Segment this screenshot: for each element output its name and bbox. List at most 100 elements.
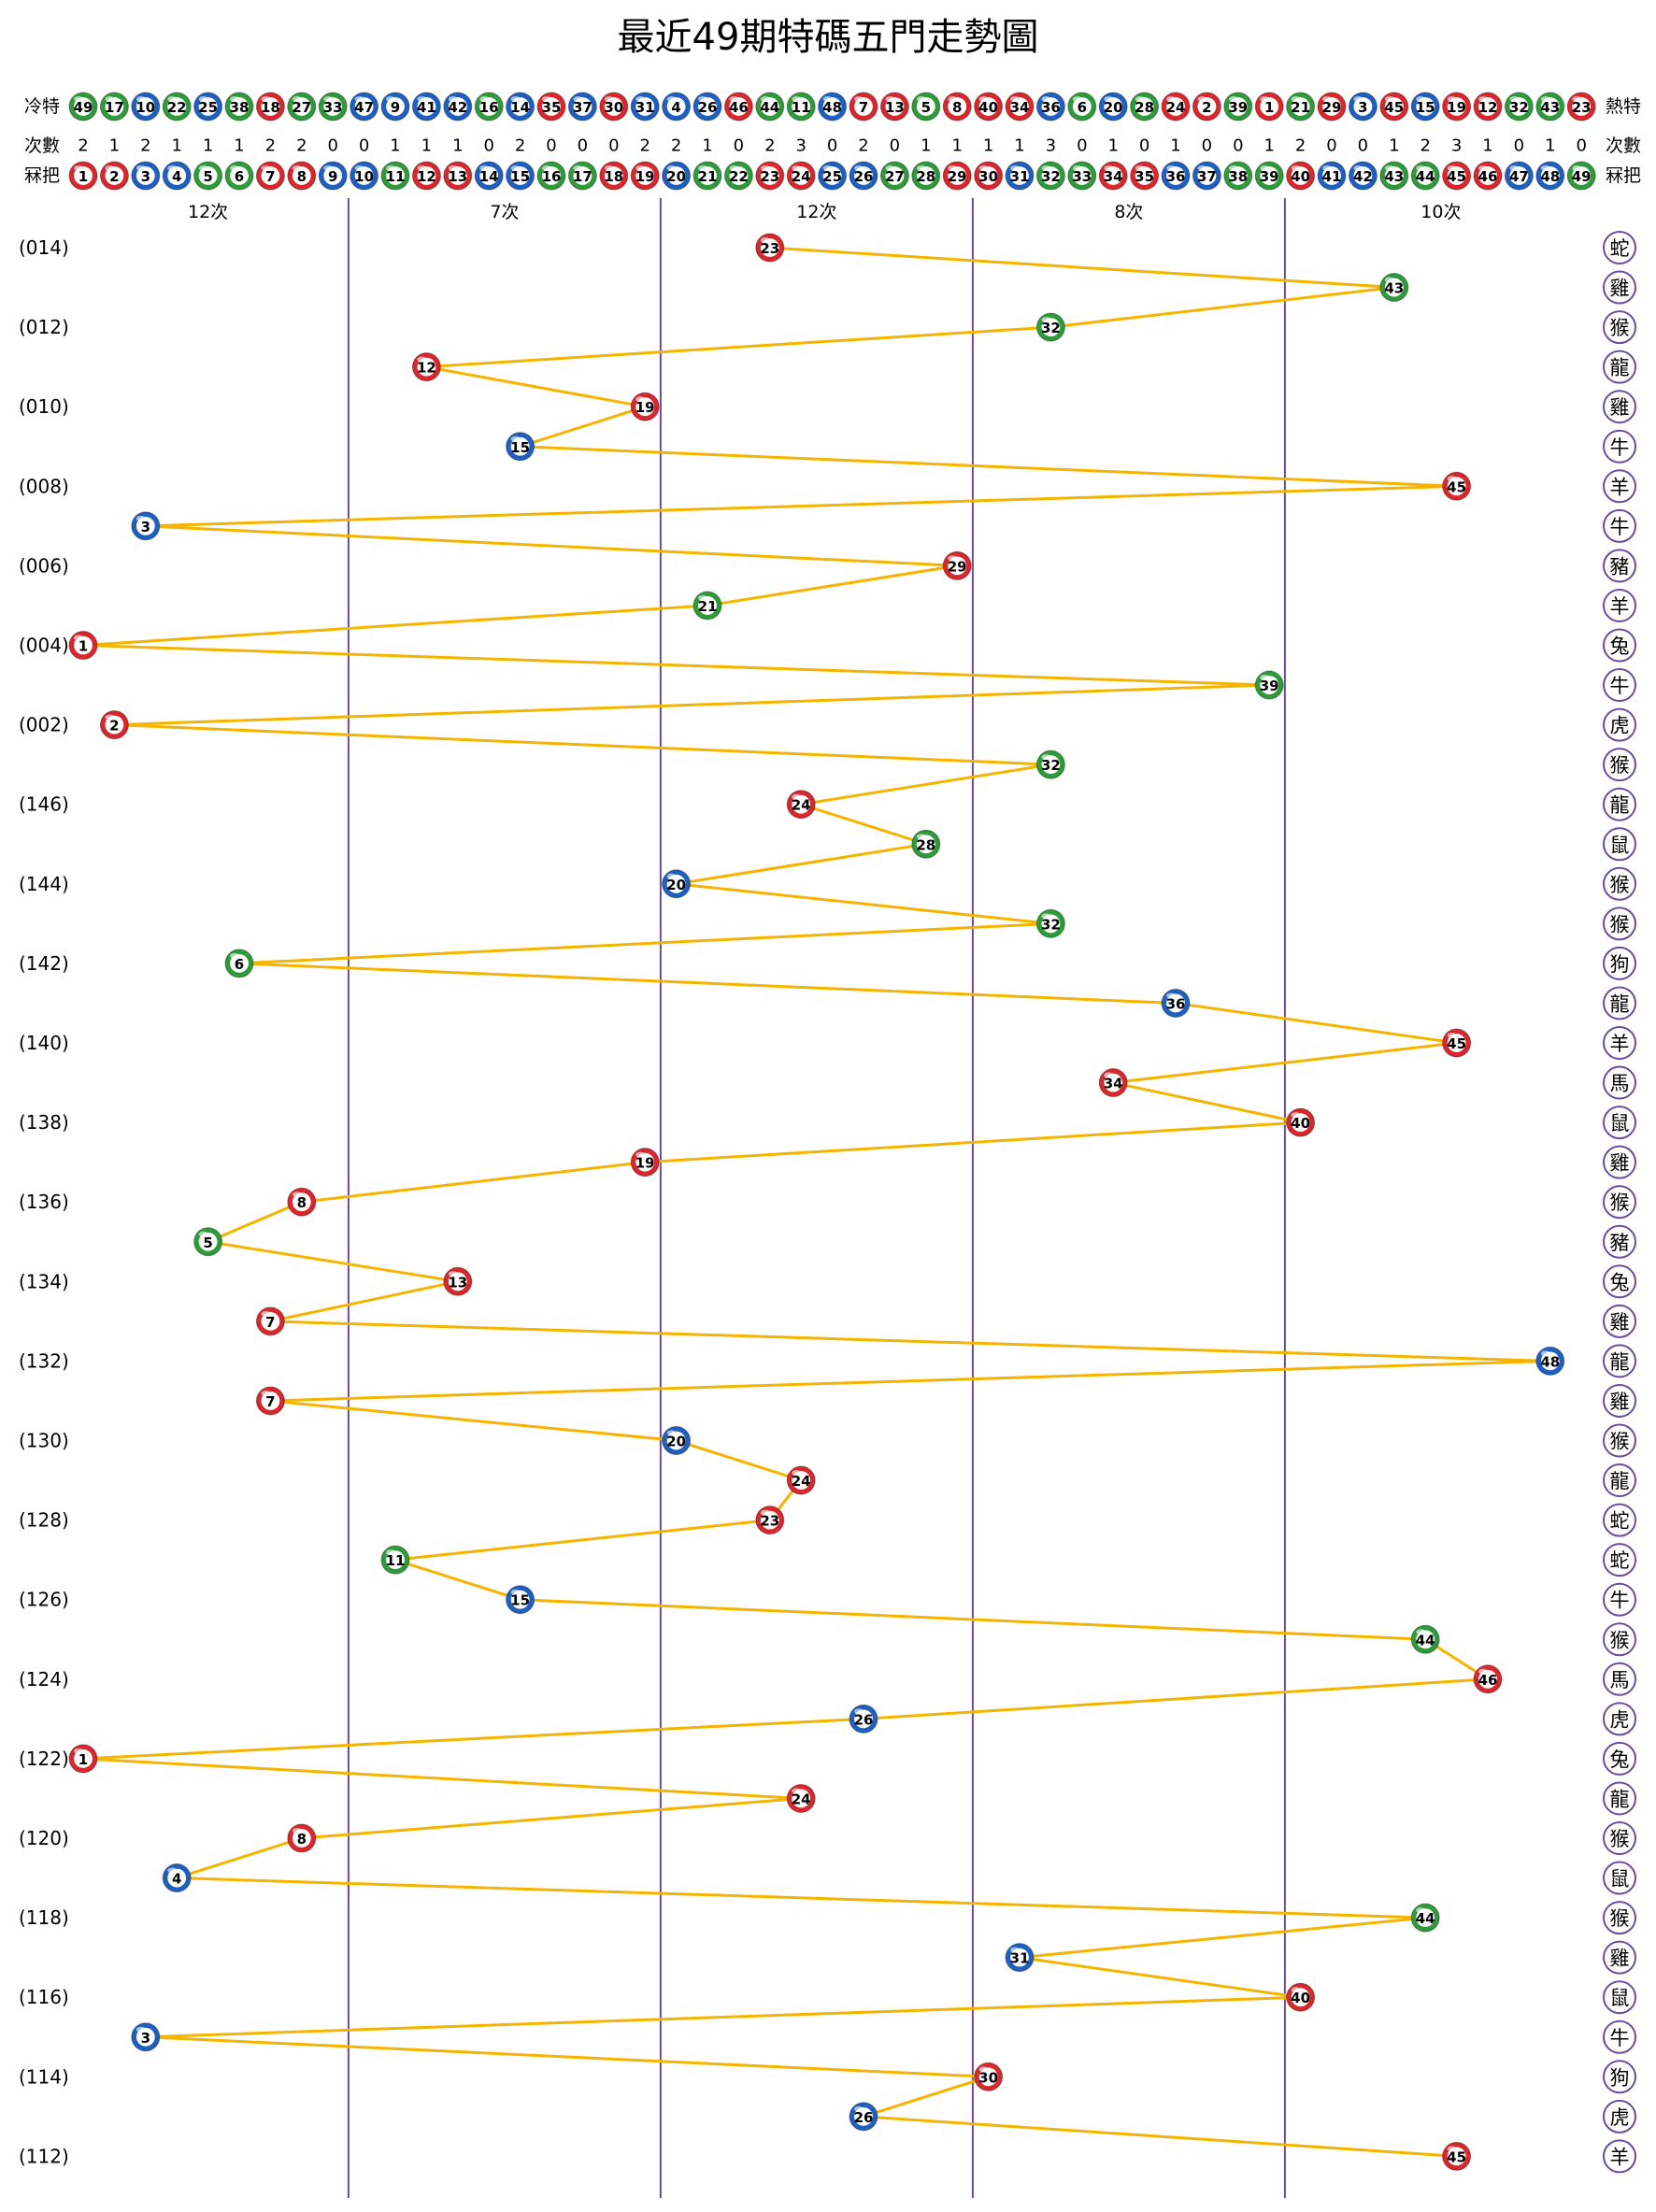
ball-center — [292, 166, 311, 185]
count: 0 — [1514, 136, 1524, 156]
number-ball-label: 1 — [79, 168, 88, 185]
number-ball-label: 9 — [328, 168, 337, 185]
rank-ball: 41 — [411, 92, 441, 121]
number-ball: 31 — [1005, 161, 1035, 191]
ball-shine — [510, 1589, 521, 1595]
ball-shine — [1166, 96, 1176, 102]
count: 1 — [921, 136, 931, 156]
rank-ball-label: 43 — [1540, 99, 1560, 116]
ball-shine — [230, 952, 239, 959]
draw-ball-label: 44 — [1416, 1910, 1435, 1927]
rank-ball: 13 — [879, 92, 909, 121]
draw-ball: 8 — [287, 1187, 317, 1217]
ball-center — [1072, 97, 1092, 116]
zodiac-label: 雞 — [1610, 1948, 1630, 1970]
zodiac-ring — [1603, 906, 1636, 941]
ball-center — [479, 97, 499, 116]
period-label: (116) — [19, 1986, 69, 2008]
rank-ball: 40 — [974, 92, 1004, 121]
zodiac-ring — [1603, 1383, 1636, 1418]
draw-ball-label: 45 — [1447, 2148, 1466, 2165]
ball-shine — [604, 165, 614, 171]
ball-center — [292, 1192, 311, 1212]
number-ball-label: 39 — [1260, 168, 1279, 185]
number-ball-label: 3 — [141, 168, 150, 185]
number-ball-label: 14 — [479, 168, 499, 185]
number-ball: 32 — [1035, 161, 1065, 191]
ball-center — [1104, 97, 1123, 116]
rank-ball: 18 — [255, 92, 285, 121]
zodiac-label: 豬 — [1610, 555, 1630, 578]
ball-center — [198, 1232, 218, 1251]
ball-center — [230, 166, 249, 185]
draw-ball-label: 2 — [109, 718, 119, 735]
ball-shine — [604, 96, 614, 102]
draw-ball-label: 29 — [948, 558, 967, 575]
rank-ball-label: 41 — [417, 99, 436, 116]
rank-ball-label: 17 — [105, 99, 124, 116]
ball-shine — [479, 96, 490, 102]
zodiac-ring — [1603, 1264, 1636, 1299]
ball-shine — [1291, 1987, 1301, 1993]
count: 1 — [452, 136, 463, 156]
count: 1 — [702, 136, 712, 156]
period-label: (130) — [19, 1430, 69, 1452]
number-ball: 7 — [255, 161, 285, 191]
rank-ball-label: 48 — [822, 99, 842, 116]
draw-ball: 23 — [755, 1506, 785, 1535]
count: 0 — [734, 136, 744, 156]
rank-ball-label: 26 — [698, 99, 718, 116]
ball-center — [136, 2027, 155, 2047]
draw-ball-label: 4 — [172, 1871, 181, 1888]
zodiac-label: 兔 — [1610, 1748, 1630, 1771]
row-label: 冧把 — [1606, 165, 1641, 186]
number-ball: 1 — [68, 161, 98, 191]
ball-center — [510, 436, 530, 456]
zodiac-label: 龍 — [1610, 1350, 1630, 1373]
ball-center — [167, 97, 187, 116]
ball-shine — [916, 96, 926, 102]
ball-center — [948, 166, 967, 185]
ball-center — [1291, 166, 1310, 185]
rank-ball-label: 6 — [1078, 99, 1087, 116]
rank-ball: 5 — [911, 92, 941, 121]
count: 3 — [795, 136, 806, 156]
rank-ball: 6 — [1067, 92, 1097, 121]
ball-shine — [167, 96, 178, 102]
number-ball-label: 4 — [172, 168, 181, 185]
ball-shine — [230, 165, 239, 171]
ball-shine — [510, 435, 521, 442]
draw-ball: 12 — [411, 352, 441, 382]
ball-center — [666, 1431, 686, 1450]
ball-shine — [822, 96, 833, 102]
number-ball: 20 — [662, 161, 692, 191]
count: 0 — [1326, 136, 1336, 156]
rank-ball-label: 35 — [542, 99, 562, 116]
zodiac-ring — [1603, 1026, 1636, 1060]
number-ball: 16 — [536, 161, 566, 191]
ball-shine — [1135, 96, 1145, 102]
ball-shine — [74, 1748, 83, 1754]
number-ball: 44 — [1410, 161, 1440, 191]
ball-shine — [1197, 165, 1207, 171]
draw-ball-label: 30 — [978, 2069, 998, 2086]
count: 0 — [1576, 136, 1586, 156]
number-ball: 22 — [723, 161, 753, 191]
draw-ball-label: 40 — [1291, 1990, 1310, 2006]
ball-center — [323, 97, 343, 116]
draw-ball-label: 20 — [666, 877, 686, 893]
ball-shine — [105, 714, 115, 721]
draw-ball-label: 15 — [510, 1592, 530, 1609]
ball-shine — [698, 165, 707, 171]
rank-ball-label: 4 — [671, 99, 680, 116]
number-ball-label: 8 — [297, 168, 307, 185]
number-ball-label: 36 — [1166, 168, 1186, 185]
number-ball-label: 27 — [885, 168, 905, 185]
zodiac-label: 馬 — [1610, 1073, 1630, 1095]
ball-center — [1416, 1908, 1435, 1927]
ball-center — [760, 97, 779, 116]
zodiac-label: 雞 — [1610, 278, 1630, 300]
rank-ball: 36 — [1035, 92, 1065, 121]
number-ball: 10 — [350, 161, 379, 191]
